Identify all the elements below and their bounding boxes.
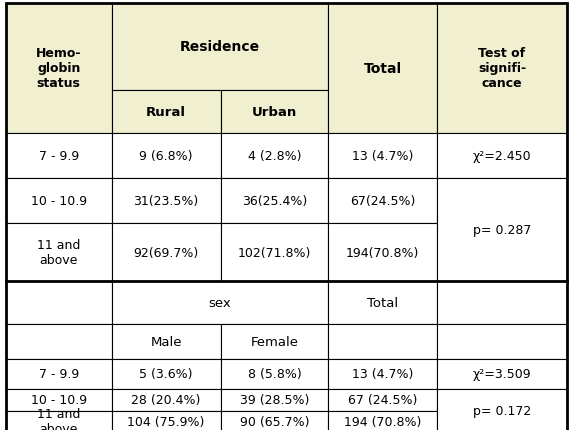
Bar: [112, 133, 221, 178]
Text: 39 (28.5%): 39 (28.5%): [240, 393, 309, 406]
Text: 13 (4.7%): 13 (4.7%): [352, 368, 413, 381]
Bar: [221, 411, 328, 430]
Bar: [6, 178, 112, 224]
Bar: [328, 282, 437, 325]
Text: Total: Total: [363, 62, 402, 76]
Text: 92(69.7%): 92(69.7%): [134, 246, 199, 259]
Text: Male: Male: [151, 335, 182, 348]
Text: χ²=3.509: χ²=3.509: [473, 368, 531, 381]
Text: Test of
signifi-
cance: Test of signifi- cance: [478, 47, 526, 90]
Text: 10 - 10.9: 10 - 10.9: [31, 194, 87, 208]
Bar: [437, 389, 567, 430]
Text: p= 0.172: p= 0.172: [473, 404, 531, 417]
Text: χ²=2.450: χ²=2.450: [473, 149, 531, 163]
Bar: [328, 411, 437, 430]
Text: 67 (24.5%): 67 (24.5%): [348, 393, 417, 406]
Bar: [221, 90, 328, 133]
Bar: [112, 90, 221, 133]
Bar: [328, 4, 437, 133]
Bar: [437, 282, 567, 325]
Bar: [6, 325, 112, 359]
Bar: [437, 325, 567, 359]
Text: 11 and
above: 11 and above: [37, 408, 80, 430]
Text: 31(23.5%): 31(23.5%): [134, 194, 199, 208]
Text: 102(71.8%): 102(71.8%): [238, 246, 311, 259]
Text: Hemo-
globin
status: Hemo- globin status: [36, 47, 81, 90]
Text: 104 (75.9%): 104 (75.9%): [127, 415, 205, 428]
Text: Residence: Residence: [180, 40, 260, 54]
Bar: [112, 224, 221, 282]
Text: 4 (2.8%): 4 (2.8%): [248, 149, 301, 163]
Bar: [328, 389, 437, 411]
Text: 8 (5.8%): 8 (5.8%): [248, 368, 301, 381]
Bar: [221, 359, 328, 389]
Text: 194(70.8%): 194(70.8%): [346, 246, 419, 259]
Bar: [221, 389, 328, 411]
Bar: [6, 4, 112, 133]
Bar: [6, 411, 112, 430]
Bar: [112, 411, 221, 430]
Bar: [437, 133, 567, 178]
Bar: [6, 224, 112, 282]
Text: 90 (65.7%): 90 (65.7%): [240, 415, 309, 428]
Text: 194 (70.8%): 194 (70.8%): [344, 415, 421, 428]
Bar: [6, 389, 112, 411]
Text: Female: Female: [250, 335, 299, 348]
Bar: [6, 282, 112, 325]
Bar: [112, 389, 221, 411]
Text: 11 and
above: 11 and above: [37, 239, 80, 267]
Text: Urban: Urban: [252, 105, 297, 118]
Bar: [437, 359, 567, 389]
Bar: [221, 133, 328, 178]
Bar: [6, 133, 112, 178]
Text: p= 0.287: p= 0.287: [473, 224, 531, 236]
Bar: [328, 325, 437, 359]
Text: sex: sex: [209, 297, 231, 310]
Text: 7 - 9.9: 7 - 9.9: [38, 368, 79, 381]
Bar: [6, 359, 112, 389]
Text: Rural: Rural: [146, 105, 186, 118]
Text: 67(24.5%): 67(24.5%): [350, 194, 415, 208]
Bar: [328, 133, 437, 178]
Bar: [437, 4, 567, 133]
Bar: [328, 359, 437, 389]
Bar: [221, 325, 328, 359]
Bar: [328, 178, 437, 224]
Bar: [112, 282, 328, 325]
Bar: [112, 325, 221, 359]
Text: 36(25.4%): 36(25.4%): [242, 194, 307, 208]
Bar: [221, 224, 328, 282]
Text: 10 - 10.9: 10 - 10.9: [31, 393, 87, 406]
Bar: [112, 359, 221, 389]
Bar: [221, 178, 328, 224]
Text: 7 - 9.9: 7 - 9.9: [38, 149, 79, 163]
Text: 13 (4.7%): 13 (4.7%): [352, 149, 413, 163]
Bar: [112, 4, 328, 90]
Bar: [112, 178, 221, 224]
Text: 5 (3.6%): 5 (3.6%): [139, 368, 193, 381]
Text: 28 (20.4%): 28 (20.4%): [131, 393, 201, 406]
Text: Total: Total: [367, 297, 398, 310]
Bar: [328, 224, 437, 282]
Bar: [437, 178, 567, 282]
Text: 9 (6.8%): 9 (6.8%): [139, 149, 193, 163]
